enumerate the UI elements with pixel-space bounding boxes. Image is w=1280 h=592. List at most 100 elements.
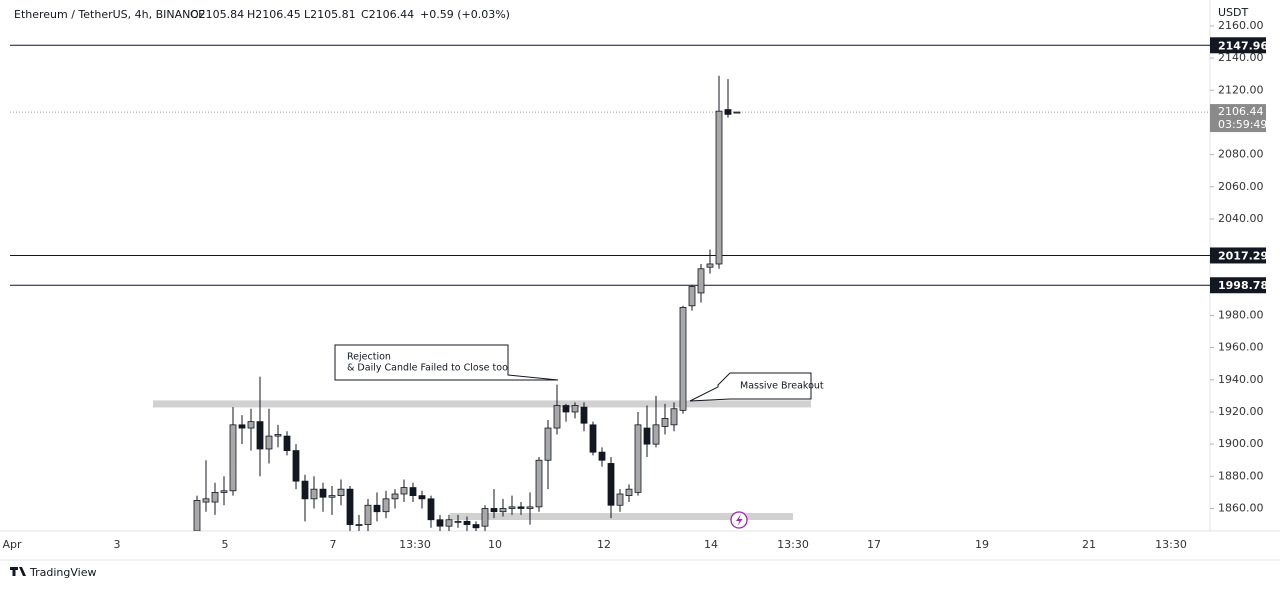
ohlc-legend: O2105.84 [190, 8, 244, 21]
candle-body [229, 424, 237, 492]
candle-body [238, 424, 246, 429]
candle-body [193, 500, 201, 531]
candle-body [364, 504, 372, 525]
countdown: 03:59:49 [1218, 118, 1267, 131]
brand-logo [10, 567, 26, 576]
candle-body [481, 508, 489, 527]
callout-box [334, 344, 559, 381]
candle-body [697, 268, 705, 294]
symbol: Ethereum / TetherUS, 4h, BINANCE [14, 8, 205, 21]
candle-body [337, 488, 345, 497]
candle-body [688, 286, 696, 307]
support-zone [153, 400, 811, 408]
candle-body [247, 421, 255, 429]
candle-body [400, 487, 408, 495]
y-tick-label: 1860.00 [1218, 501, 1264, 514]
candle-body [580, 406, 588, 424]
price-line-label: 2017.29 [1218, 249, 1268, 262]
ohlc-legend: H2106.45 [247, 8, 301, 21]
candle-body [220, 490, 228, 493]
x-tick-label: 13:30 [399, 538, 431, 551]
lightning-icon [730, 511, 748, 529]
current-price-box [1210, 104, 1266, 133]
candle-body [607, 463, 615, 506]
candle-body [373, 504, 381, 513]
candle-body [616, 493, 624, 506]
x-tick-label: 13:30 [1155, 538, 1187, 551]
candle-body [391, 493, 399, 500]
candle-body [211, 491, 219, 503]
candle-body [670, 408, 678, 426]
candle-body [265, 435, 273, 450]
callout-box [689, 372, 812, 402]
candle-body [328, 495, 336, 498]
candle-body [499, 508, 507, 513]
candle-body [598, 451, 606, 461]
candle-body [355, 524, 363, 526]
candle-body [202, 498, 210, 503]
y-tick-label: 2080.00 [1218, 148, 1264, 161]
current-price-label: 2106.44 [1218, 105, 1264, 118]
candle-body [310, 488, 318, 500]
price-line-label-box [1210, 247, 1266, 264]
callout-text: Massive Breakout [740, 381, 824, 392]
price-line-label-box [1210, 37, 1266, 54]
x-tick-label: Apr [2, 538, 22, 551]
candle-body [535, 459, 543, 508]
y-tick-label: 2120.00 [1218, 83, 1264, 96]
candle-body [526, 506, 534, 509]
y-tick-label: 2140.00 [1218, 51, 1264, 64]
candle-body [472, 524, 480, 529]
candle-body [562, 405, 570, 413]
candle-body [589, 424, 597, 453]
candle-body [652, 424, 660, 445]
candle-body [301, 480, 309, 500]
x-tick-label: 13:30 [777, 538, 809, 551]
candle-body [283, 435, 291, 451]
candle-body [256, 421, 264, 450]
y-tick-label: 1980.00 [1218, 308, 1264, 321]
candle-body [436, 519, 444, 527]
price-line-label-box [1210, 277, 1266, 294]
price-line-label: 2147.96 [1218, 39, 1268, 52]
brand: TradingView [29, 566, 96, 579]
y-tick-label: 1920.00 [1218, 405, 1264, 418]
candle-body [553, 405, 561, 429]
x-tick-label: 10 [488, 538, 502, 551]
candle-body [571, 405, 579, 413]
candle-body [661, 418, 669, 427]
candle-body [679, 307, 687, 411]
y-tick-label: 1940.00 [1218, 373, 1264, 386]
candle-body [733, 111, 741, 114]
candle-body [490, 508, 498, 513]
y-tick-label: 2040.00 [1218, 212, 1264, 225]
x-tick-label: 5 [222, 538, 229, 551]
candle-body [346, 488, 354, 525]
callout-text: Rejection [347, 352, 391, 363]
candle-body [319, 488, 327, 498]
candle-body [427, 498, 435, 521]
candle-body [724, 109, 732, 115]
callout-text: & Daily Candle Failed to Close too [347, 363, 508, 374]
candle-body [544, 427, 552, 461]
x-tick-label: 19 [975, 538, 989, 551]
x-tick-label: 14 [704, 538, 718, 551]
candle-body [409, 487, 417, 497]
candle-body [445, 519, 453, 527]
candle-body [454, 520, 462, 523]
price-line-label: 1998.78 [1218, 279, 1268, 292]
y-tick-label: 2160.00 [1218, 19, 1264, 32]
candle-body [715, 110, 723, 265]
candle-body [625, 488, 633, 497]
currency: USDT [1218, 6, 1249, 19]
candle-body [706, 263, 714, 268]
y-tick-label: 1880.00 [1218, 469, 1264, 482]
x-tick-label: 21 [1082, 538, 1096, 551]
x-tick-label: 12 [597, 538, 611, 551]
candle-body [463, 520, 471, 525]
candle-body [643, 427, 651, 445]
y-tick-label: 2060.00 [1218, 180, 1264, 193]
x-tick-label: 3 [114, 538, 121, 551]
